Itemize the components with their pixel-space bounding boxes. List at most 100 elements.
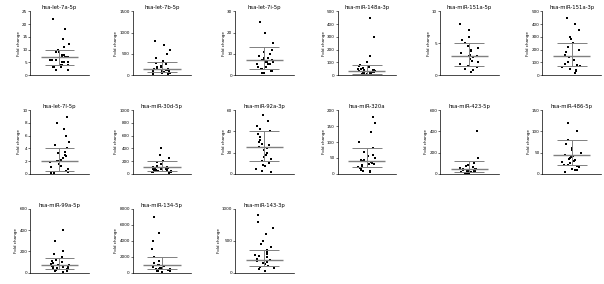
Point — [153, 163, 162, 168]
Point — [256, 66, 266, 71]
Point — [165, 268, 175, 273]
Point — [150, 166, 160, 170]
Point — [359, 71, 369, 76]
Point — [159, 43, 169, 48]
Point — [61, 154, 71, 158]
Point — [370, 121, 380, 125]
Point — [471, 167, 480, 172]
Point — [469, 169, 479, 174]
Point — [472, 54, 482, 58]
Point — [51, 58, 60, 62]
Point — [257, 71, 267, 75]
Y-axis label: Fold change: Fold change — [114, 130, 118, 154]
Point — [469, 168, 478, 172]
Point — [59, 45, 69, 49]
Point — [154, 263, 164, 268]
Point — [356, 157, 366, 162]
Point — [148, 166, 158, 171]
Point — [56, 65, 66, 70]
Point — [63, 68, 72, 72]
Point — [574, 47, 583, 52]
Point — [560, 170, 570, 174]
Title: hsa-miR-151a-5p: hsa-miR-151a-5p — [446, 5, 492, 10]
Point — [464, 54, 474, 58]
Point — [460, 66, 469, 71]
Point — [563, 45, 573, 49]
Point — [370, 156, 380, 160]
Point — [353, 67, 363, 72]
Point — [455, 61, 465, 66]
Point — [356, 66, 366, 71]
Point — [262, 255, 272, 260]
Point — [259, 261, 268, 265]
Point — [570, 158, 580, 162]
Point — [157, 270, 167, 274]
Point — [566, 37, 576, 42]
Point — [156, 64, 166, 69]
Point — [59, 60, 69, 65]
Point — [463, 63, 473, 68]
Point — [257, 66, 267, 71]
Point — [255, 265, 265, 269]
Point — [460, 171, 469, 175]
Point — [161, 68, 171, 73]
Point — [152, 66, 161, 70]
Point — [63, 166, 73, 171]
Point — [153, 268, 162, 273]
Point — [151, 267, 161, 272]
Point — [166, 170, 176, 175]
Point — [368, 146, 378, 151]
Point — [48, 266, 58, 271]
Point — [54, 47, 63, 52]
Point — [48, 264, 57, 269]
Point — [255, 134, 265, 139]
Point — [152, 164, 161, 168]
Title: hsa-let-7l-5p: hsa-let-7l-5p — [43, 104, 76, 109]
Point — [368, 114, 378, 119]
Point — [251, 166, 260, 171]
Point — [59, 249, 68, 254]
Point — [255, 127, 265, 131]
Title: hsa-miR-92a-3p: hsa-miR-92a-3p — [243, 104, 285, 109]
Y-axis label: Fold change: Fold change — [17, 130, 21, 154]
Point — [571, 70, 580, 75]
Point — [60, 153, 69, 157]
Point — [58, 265, 68, 270]
Point — [469, 68, 478, 72]
Point — [262, 146, 272, 151]
Point — [162, 168, 172, 172]
Point — [152, 269, 162, 274]
Point — [254, 254, 264, 258]
Point — [462, 169, 472, 173]
Point — [165, 71, 175, 76]
Point — [48, 17, 58, 21]
Point — [149, 254, 158, 259]
Point — [56, 164, 66, 168]
Point — [353, 165, 363, 170]
Point — [148, 265, 158, 269]
Title: hsa-miR-30d-5p: hsa-miR-30d-5p — [141, 104, 183, 109]
Point — [156, 162, 166, 167]
Point — [149, 261, 158, 265]
Title: hsa-miR-151a-3p: hsa-miR-151a-3p — [549, 5, 594, 10]
Point — [162, 166, 172, 170]
Point — [158, 59, 167, 64]
Point — [260, 268, 269, 273]
Point — [50, 269, 60, 273]
Point — [568, 154, 578, 158]
Point — [466, 70, 476, 74]
Title: hsa-miR-134-5p: hsa-miR-134-5p — [141, 203, 183, 208]
Point — [64, 140, 74, 144]
Point — [149, 168, 158, 172]
Point — [58, 228, 68, 232]
Point — [569, 58, 579, 62]
Point — [58, 37, 68, 42]
Point — [161, 62, 171, 67]
Point — [157, 67, 167, 72]
Point — [571, 22, 580, 26]
Point — [571, 68, 581, 72]
Point — [357, 71, 367, 76]
Point — [153, 269, 162, 273]
Point — [359, 158, 369, 163]
Point — [254, 140, 263, 144]
